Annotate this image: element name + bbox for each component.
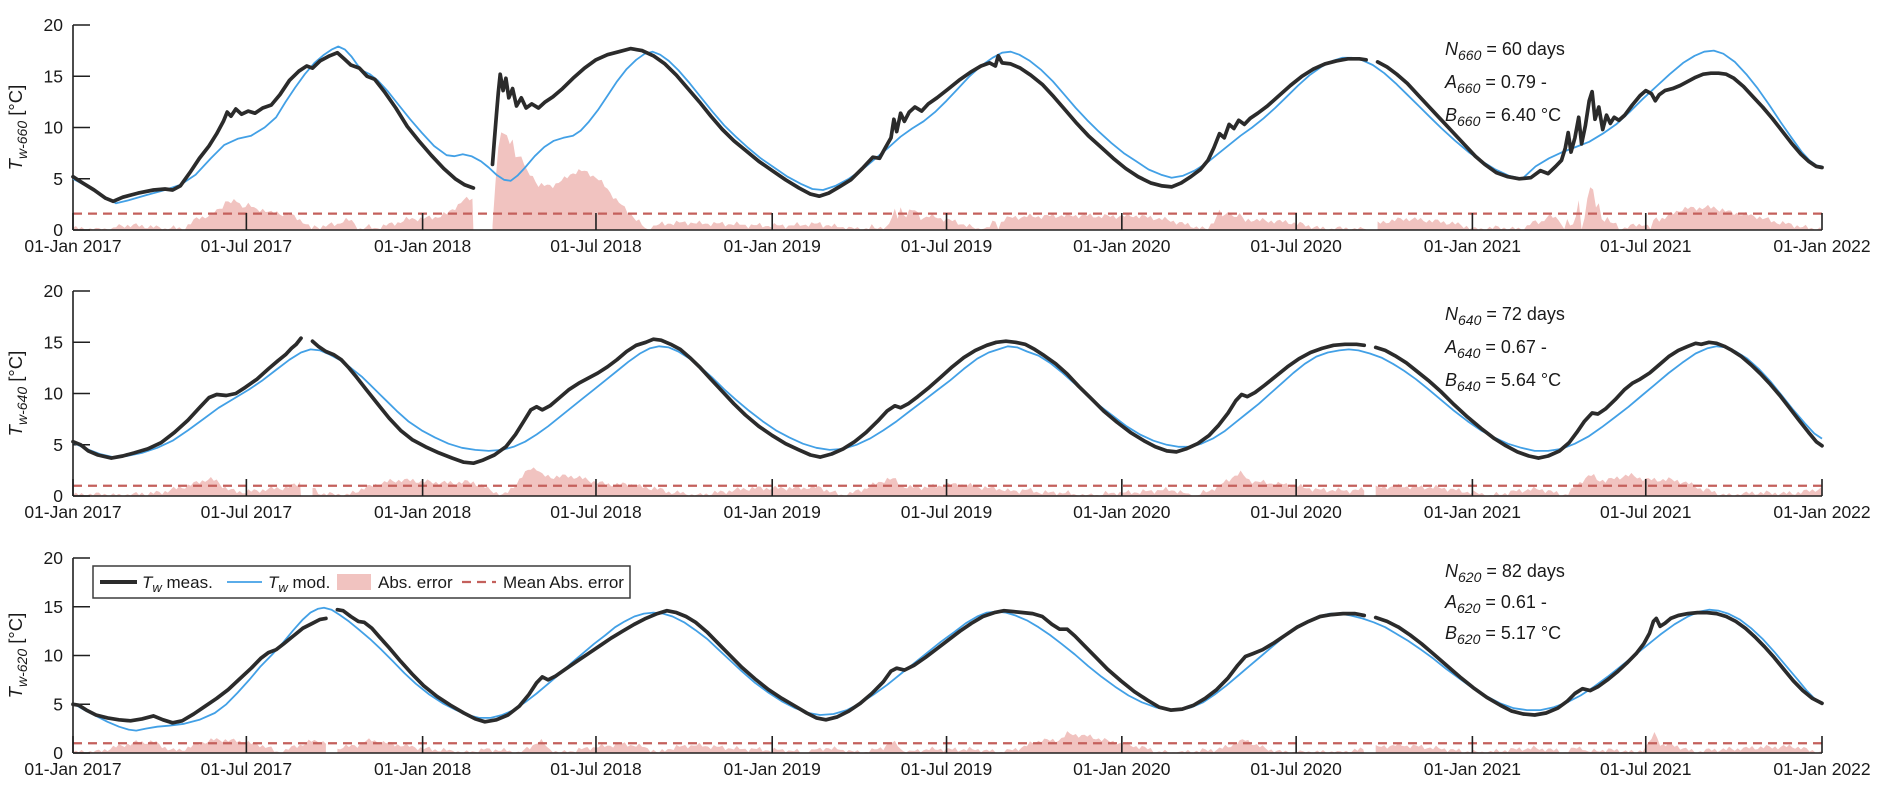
abs-error-area-640-2: [1375, 472, 1822, 496]
x-tick-label: 01-Jul 2021: [1600, 759, 1691, 779]
x-tick-label: 01-Jan 2017: [24, 236, 121, 256]
y-tick-label: 15: [44, 66, 63, 86]
y-axis-label-640: Tw-640 [°C]: [5, 351, 30, 437]
x-tick-label: 01-Jan 2022: [1773, 236, 1870, 256]
stat-a-620: A620 = 0.61 -: [1444, 592, 1547, 616]
stat-n-620: N620 = 82 days: [1445, 561, 1565, 585]
x-tick-label: 01-Jul 2020: [1250, 502, 1342, 522]
measured-temperature-line-620-0: [71, 616, 328, 725]
legend-label-modeled: Tw mod.: [268, 573, 330, 595]
y-axis-label-660: Tw-660 [°C]: [5, 85, 30, 171]
abs-error-area-620-1: [337, 731, 1365, 753]
x-tick-label: 01-Jan 2018: [374, 236, 471, 256]
x-tick-label: 01-Jul 2019: [901, 236, 992, 256]
y-tick-label: 20: [44, 15, 64, 35]
measured-temperature-line-640-2: [1373, 340, 1824, 460]
y-tick-label: 0: [53, 486, 63, 506]
x-tick-label: 01-Jul 2017: [201, 236, 292, 256]
stat-b-620: B620 = 5.17 °C: [1445, 623, 1561, 647]
y-axis-label-620: Tw-620 [°C]: [5, 613, 30, 699]
stat-n-640: N640 = 72 days: [1445, 304, 1565, 328]
measured-temperature-line-640-1: [310, 337, 1367, 466]
x-tick-label: 01-Jul 2020: [1250, 236, 1342, 256]
x-tick-label: 01-Jul 2021: [1600, 502, 1691, 522]
measured-temperature-line-620-1: [335, 607, 1367, 724]
y-tick-label: 0: [53, 743, 63, 763]
abs-error-area-660-1: [492, 132, 1367, 230]
y-tick-label: 5: [53, 169, 63, 189]
x-tick-label: 01-Jan 2020: [1073, 502, 1171, 522]
modeled-temperature-line-640: [72, 345, 1823, 458]
stat-a-660: A660 = 0.79 -: [1444, 72, 1547, 96]
x-tick-label: 01-Jan 2019: [724, 502, 821, 522]
x-tick-label: 01-Jan 2020: [1073, 759, 1171, 779]
legend-label-mean-abs-error: Mean Abs. error: [503, 573, 624, 592]
x-tick-label: 01-Jan 2021: [1424, 236, 1521, 256]
y-tick-label: 5: [53, 694, 63, 714]
stat-b-660: B660 = 6.40 °C: [1445, 105, 1561, 129]
legend-abs-error-swatch: [337, 574, 371, 590]
y-tick-label: 20: [44, 548, 64, 568]
stat-n-660: N660 = 60 days: [1445, 39, 1565, 63]
measured-temperature-line-660-2: [1375, 60, 1824, 181]
y-tick-label: 20: [44, 281, 64, 301]
x-tick-label: 01-Jan 2017: [24, 759, 121, 779]
y-tick-label: 10: [44, 646, 64, 666]
x-tick-label: 01-Jul 2017: [201, 759, 292, 779]
x-tick-label: 01-Jul 2018: [550, 502, 641, 522]
x-tick-label: 01-Jan 2017: [24, 502, 121, 522]
x-tick-label: 01-Jan 2018: [374, 502, 471, 522]
y-tick-label: 15: [44, 332, 63, 352]
legend-label-abs-error: Abs. error: [378, 573, 453, 592]
x-tick-label: 01-Jan 2022: [1773, 502, 1870, 522]
x-tick-label: 01-Jan 2021: [1424, 759, 1521, 779]
measured-temperature-line-660-0: [71, 50, 476, 204]
y-tick-label: 10: [44, 118, 64, 138]
x-tick-label: 01-Jul 2021: [1600, 236, 1691, 256]
x-tick-label: 01-Jan 2019: [724, 759, 821, 779]
y-tick-label: 10: [44, 384, 64, 404]
abs-error-area-660-2: [1377, 187, 1822, 230]
panel-tw-660: 0 5 10 15 20 01-Jan 2017 01-Jul 2017 01-Jan 201…: [5, 15, 1871, 256]
x-tick-label: 01-Jan 2019: [724, 236, 821, 256]
panel-tw-620: 0 5 10 15 20 01-Jan 2017 01-Jul 2017 01-Jan 201…: [5, 548, 1871, 779]
x-tick-label: 01-Jan 2021: [1424, 502, 1521, 522]
x-tick-label: 01-Jul 2020: [1250, 759, 1342, 779]
measured-temperature-line-620-2: [1373, 610, 1824, 717]
y-tick-label: 15: [44, 597, 63, 617]
abs-error-area-640-1: [312, 467, 1365, 496]
measured-temperature-line-660-1: [490, 46, 1368, 199]
abs-error-area-620-0: [73, 738, 326, 753]
x-tick-label: 01-Jan 2018: [374, 759, 471, 779]
y-tick-label: 0: [53, 220, 63, 240]
x-tick-label: 01-Jul 2018: [550, 236, 641, 256]
stat-a-640: A640 = 0.67 -: [1444, 337, 1547, 361]
x-tick-label: 01-Jan 2022: [1773, 759, 1870, 779]
abs-error-area-620-2: [1375, 732, 1822, 753]
x-tick-label: 01-Jul 2017: [201, 502, 292, 522]
x-tick-label: 01-Jul 2018: [550, 759, 641, 779]
y-tick-label: 5: [53, 435, 63, 455]
modeled-temperature-line-620: [72, 606, 1823, 732]
legend-label-measured: Tw meas.: [142, 573, 213, 595]
x-tick-label: 01-Jan 2020: [1073, 236, 1171, 256]
x-tick-label: 01-Jul 2019: [901, 759, 992, 779]
panel-tw-640: 0 5 10 15 20 01-Jan 2017 01-Jul 2017 01-Jan 201…: [5, 281, 1871, 522]
measured-temperature-line-640-0: [71, 336, 303, 460]
x-tick-label: 01-Jul 2019: [901, 502, 992, 522]
stat-b-640: B640 = 5.64 °C: [1445, 370, 1561, 394]
